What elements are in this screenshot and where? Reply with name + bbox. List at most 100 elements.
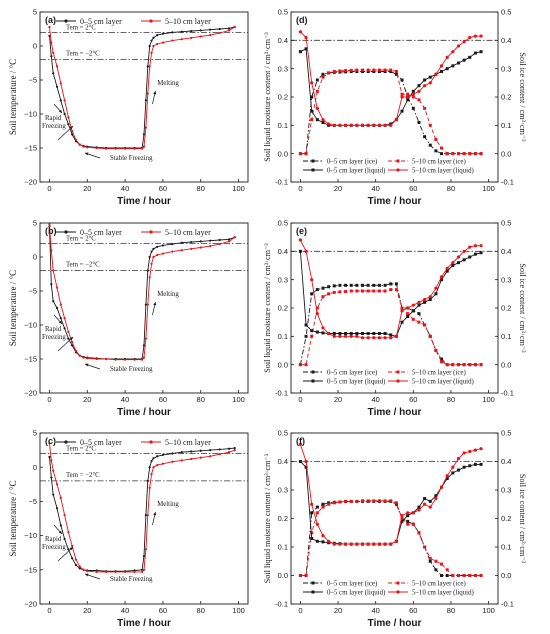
data-point (451, 574, 455, 577)
data-point (377, 283, 381, 287)
data-point (71, 129, 74, 133)
data-point (48, 442, 51, 445)
data-point (304, 465, 308, 469)
data-point (439, 64, 444, 68)
y-tick-label: 0.2 (278, 304, 288, 313)
series-line (49, 447, 235, 572)
data-point (411, 89, 415, 93)
data-point (445, 55, 449, 59)
data-point (445, 474, 449, 478)
data-point (479, 152, 483, 156)
series-line (300, 31, 482, 126)
x-axis-label: Time / hour (368, 618, 422, 629)
panel-d: 0 20 40 60 80 100 Time / hour -0.1 -0.1 0.0 0.0 0.1… (263, 8, 527, 207)
data-point (327, 331, 331, 336)
series-line (300, 500, 482, 576)
data-point (332, 542, 336, 546)
data-point (52, 469, 55, 472)
data-point (55, 286, 59, 289)
annotation-arrow-head (69, 337, 73, 341)
data-point (462, 152, 466, 156)
data-point (209, 239, 212, 242)
data-point (78, 565, 81, 568)
data-point (50, 249, 53, 252)
data-point (377, 123, 382, 127)
data-point (434, 494, 438, 498)
data-point (304, 35, 308, 40)
data-point (63, 327, 66, 330)
data-point (344, 69, 348, 73)
y-tick-label: -0.1 (275, 389, 288, 398)
data-point (440, 562, 444, 566)
legend-label: 0–5 cm layer (liquid) (327, 168, 385, 175)
y-tick-label: -0.1 (275, 600, 288, 609)
x-tick-label: 100 (482, 395, 495, 404)
data-point (417, 312, 421, 316)
legend-marker (149, 230, 153, 234)
annotation-arrow-head (69, 547, 73, 551)
data-point (304, 363, 308, 367)
reference-label: Tem = 2°C (66, 24, 96, 31)
data-point (468, 574, 472, 577)
data-point (428, 295, 432, 299)
y2-axis-label: Soil ice content / cm³·cm⁻³ (518, 263, 527, 353)
series-line (299, 283, 482, 366)
data-point (142, 555, 146, 558)
data-point (74, 349, 78, 352)
y2-tick-label: 0.4 (501, 36, 511, 45)
data-point (451, 471, 455, 475)
y2-tick-label: -0.1 (501, 600, 514, 609)
series-line (49, 226, 235, 360)
data-point (456, 152, 460, 156)
data-point (479, 50, 483, 54)
data-point (428, 334, 432, 338)
data-point (451, 50, 455, 54)
data-point (63, 112, 66, 116)
data-point (417, 121, 421, 124)
data-point (349, 499, 353, 503)
x-axis-label: Time / hour (368, 196, 422, 207)
legend-label: 5–10 cm layer (165, 228, 211, 237)
y-tick-label: −20 (24, 178, 37, 187)
data-point (468, 449, 472, 454)
data-point (338, 283, 342, 287)
data-point (59, 99, 62, 102)
data-point (400, 309, 404, 313)
data-point (133, 147, 136, 150)
data-point (366, 542, 370, 546)
data-point (218, 238, 221, 242)
data-point (451, 261, 455, 265)
data-point (462, 249, 466, 253)
data-point (63, 99, 66, 102)
data-point (338, 123, 342, 127)
data-point (462, 465, 466, 469)
data-point (423, 323, 427, 327)
y-axis-label: Soil temperature / °C (8, 480, 18, 556)
data-point (423, 297, 427, 302)
y-tick-label: −5 (28, 497, 37, 506)
data-point (52, 51, 55, 54)
data-point (74, 138, 78, 141)
y-tick-label: 5 (33, 8, 37, 17)
data-point (141, 570, 144, 573)
data-point (144, 513, 147, 517)
data-point (344, 332, 348, 335)
data-point (434, 286, 438, 290)
data-point (417, 300, 421, 304)
data-point (152, 466, 155, 469)
data-point (372, 542, 376, 546)
data-point (123, 358, 127, 361)
data-point (156, 253, 159, 257)
x-tick-label: 40 (372, 395, 380, 404)
data-point (406, 92, 410, 96)
data-point (321, 72, 325, 76)
data-point (332, 332, 336, 335)
data-point (146, 479, 149, 482)
data-point (315, 89, 319, 93)
data-point (479, 447, 483, 451)
data-point (428, 81, 432, 85)
data-point (144, 548, 147, 551)
data-point (400, 514, 404, 518)
data-point (50, 476, 53, 479)
data-point (150, 459, 153, 463)
